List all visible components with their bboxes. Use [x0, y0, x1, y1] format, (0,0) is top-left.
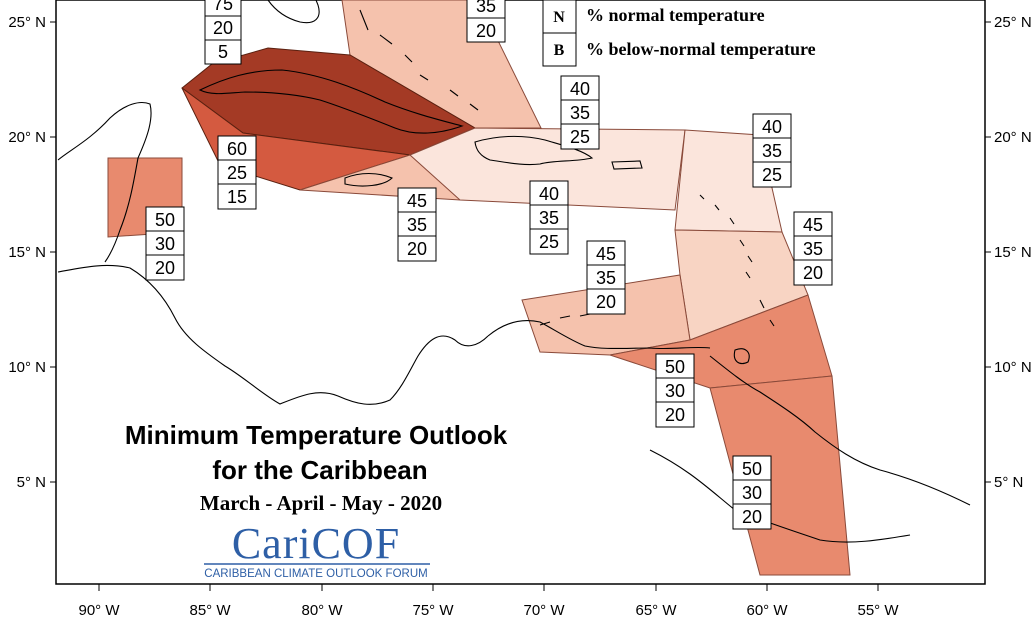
- prob-value: 40: [570, 79, 590, 99]
- prob-value: 20: [476, 21, 496, 41]
- lat-label-right: 10° N: [994, 359, 1032, 376]
- central-america-coast: [57, 264, 489, 405]
- cuba-coast: [198, 69, 464, 134]
- florida-coast: [267, 0, 320, 24]
- prob-box-cayman-islands: 60 25 15: [217, 135, 257, 210]
- logo-text: CariCOF: [232, 519, 400, 568]
- longitude-labels: 90° W 85° W 80° W 75° W 70° W 65° W 60° …: [78, 602, 899, 619]
- prob-box-turks-caicos: 40 35 25: [560, 75, 600, 150]
- prob-value: 40: [762, 117, 782, 137]
- prob-box-jamaica: 45 35 20: [397, 187, 437, 262]
- prob-box-abc-islands: 45 35 20: [586, 240, 626, 315]
- prob-value: 35: [570, 103, 590, 123]
- tick-marks: [50, 21, 991, 591]
- map-title-line1: Minimum Temperature Outlook: [125, 420, 508, 450]
- probability-boxes: 75 20 5 35 20 40 35 25 60 25 15: [145, 0, 833, 530]
- prob-value: 50: [742, 459, 762, 479]
- lat-label-left: 20° N: [8, 129, 46, 146]
- prob-value: 35: [762, 141, 782, 161]
- lat-label-right: 5° N: [994, 474, 1023, 491]
- guianas-coast: [709, 355, 971, 506]
- legend-letter-below: B: [554, 42, 565, 59]
- prob-value: 45: [407, 191, 427, 211]
- lon-label: 55° W: [857, 602, 899, 619]
- trinidad-coast: [733, 348, 750, 365]
- season-label: March - April - May - 2020: [200, 491, 442, 515]
- prob-value: 25: [539, 232, 559, 252]
- prob-value: 30: [742, 483, 762, 503]
- lat-label-right: 20° N: [994, 129, 1032, 146]
- prob-value: 35: [803, 239, 823, 259]
- prob-box-windwards: 45 35 20: [793, 211, 833, 286]
- prob-value: 45: [803, 215, 823, 235]
- yucatan-coast: [57, 101, 152, 263]
- prob-value: 20: [596, 292, 616, 312]
- lon-label: 75° W: [412, 602, 454, 619]
- lon-label: 90° W: [78, 602, 120, 619]
- legend-label-normal: % normal temperature: [586, 5, 765, 25]
- prob-value: 45: [596, 244, 616, 264]
- legend-swatch-below: [542, 32, 577, 67]
- puerto-rico-coast: [611, 160, 643, 170]
- legend-label-below: % below-normal temperature: [586, 39, 816, 59]
- map-title-line2: for the Caribbean: [212, 455, 427, 485]
- hispaniola-coast: [474, 135, 594, 166]
- lon-label: 60° W: [746, 602, 788, 619]
- lat-label-right: 25° N: [994, 14, 1032, 31]
- prob-value: 20: [407, 239, 427, 259]
- lat-label-left: 25° N: [8, 14, 46, 31]
- lat-label-right: 15° N: [994, 244, 1032, 261]
- prob-value: 25: [227, 163, 247, 183]
- lat-label-left: 10° N: [8, 359, 46, 376]
- prob-value: 20: [155, 258, 175, 278]
- lon-label: 85° W: [189, 602, 231, 619]
- prob-value: 50: [665, 357, 685, 377]
- lesser-antilles: [699, 194, 775, 327]
- lon-label: 70° W: [523, 602, 565, 619]
- prob-box-hispaniola-puerto-rico: 40 35 25: [529, 180, 569, 255]
- prob-value: 35: [476, 0, 496, 16]
- prob-value: 30: [665, 381, 685, 401]
- lon-label: 65° W: [635, 602, 677, 619]
- latitude-labels-right: 25° N 20° N 15° N 10° N 5° N: [994, 14, 1032, 491]
- logo-subtitle: CARIBBEAN CLIMATE OUTLOOK FORUM: [204, 568, 427, 580]
- jamaica-coast: [344, 172, 393, 187]
- lat-label-left: 5° N: [17, 474, 46, 491]
- lon-label: 80° W: [301, 602, 343, 619]
- colombia-venezuela-coast: [487, 319, 711, 350]
- legend: N % normal temperature B % below-normal …: [542, 0, 816, 67]
- prob-box-northern-leewards: 40 35 25: [752, 113, 792, 188]
- caricof-logo: CariCOF CARIBBEAN CLIMATE OUTLOOK FORUM: [204, 519, 430, 580]
- prob-value: 15: [227, 187, 247, 207]
- prob-value: 35: [596, 268, 616, 288]
- prob-box-guianas: 50 30 20: [732, 455, 772, 530]
- prob-value: 40: [539, 184, 559, 204]
- prob-value: 20: [742, 507, 762, 527]
- prob-value: 30: [155, 234, 175, 254]
- prob-value: 20: [213, 18, 233, 38]
- prob-value: 25: [570, 127, 590, 147]
- region-turks-hispaniola: [409, 127, 686, 211]
- prob-value: 20: [665, 405, 685, 425]
- prob-box-trinidad-tobago: 50 30 20: [655, 353, 695, 428]
- prob-value: 20: [803, 263, 823, 283]
- prob-value: 50: [155, 210, 175, 230]
- lat-label-left: 15° N: [8, 244, 46, 261]
- prob-value: 60: [227, 139, 247, 159]
- legend-letter-normal: N: [553, 9, 565, 26]
- legend-swatch-normal: [542, 0, 577, 34]
- prob-value: 25: [762, 165, 782, 185]
- prob-box-bahamas-north: 75 20 5: [204, 0, 242, 65]
- prob-value: 75: [213, 0, 233, 14]
- prob-value: 35: [539, 208, 559, 228]
- map-title-block: Minimum Temperature Outlook for the Cari…: [125, 420, 508, 515]
- prob-value: 35: [407, 215, 427, 235]
- prob-box-bahamas-east: 35 20: [466, 0, 506, 43]
- prob-box-belize: 50 30 20: [145, 206, 185, 281]
- prob-value: 5: [218, 42, 228, 62]
- bahamas-islands: [359, 9, 479, 111]
- latitude-labels-left: 25° N 20° N 15° N 10° N 5° N: [8, 14, 46, 491]
